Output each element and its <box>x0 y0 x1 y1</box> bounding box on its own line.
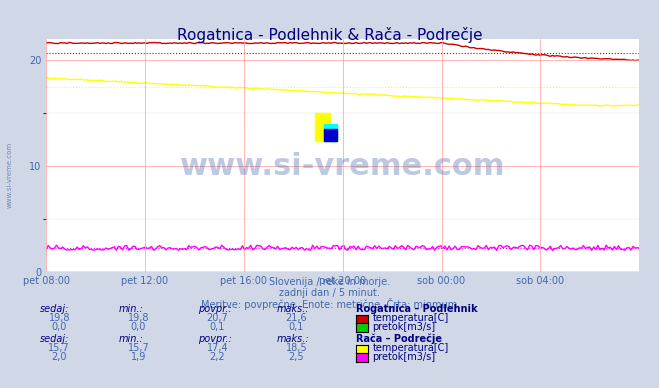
Text: 0,1: 0,1 <box>289 322 304 332</box>
Text: sedaj:: sedaj: <box>40 304 69 314</box>
Text: www.si-vreme.com: www.si-vreme.com <box>7 142 13 208</box>
Text: temperatura[C]: temperatura[C] <box>372 343 449 353</box>
Text: 2,5: 2,5 <box>289 352 304 362</box>
Bar <box>324 129 337 141</box>
Text: maks.:: maks.: <box>277 304 310 314</box>
Text: maks.:: maks.: <box>277 334 310 344</box>
Text: Rača – Podrečje: Rača – Podrečje <box>356 334 442 344</box>
Text: 19,8: 19,8 <box>128 313 149 323</box>
Text: 17,4: 17,4 <box>207 343 228 353</box>
Text: 0,0: 0,0 <box>130 322 146 332</box>
Text: sedaj:: sedaj: <box>40 334 69 344</box>
Text: temperatura[C]: temperatura[C] <box>372 313 449 323</box>
Text: 15,7: 15,7 <box>127 343 150 353</box>
Text: pretok[m3/s]: pretok[m3/s] <box>372 322 436 332</box>
Text: 2,2: 2,2 <box>210 352 225 362</box>
Bar <box>324 125 337 141</box>
Text: Slovenija / reke in morje.: Slovenija / reke in morje. <box>269 277 390 288</box>
Text: 2,0: 2,0 <box>51 352 67 362</box>
Text: pretok[m3/s]: pretok[m3/s] <box>372 352 436 362</box>
Text: 19,8: 19,8 <box>49 313 70 323</box>
Text: povpr.:: povpr.: <box>198 334 231 344</box>
Text: Meritve: povprečne  Enote: metrične  Črta: minmum: Meritve: povprečne Enote: metrične Črta:… <box>202 298 457 310</box>
Text: povpr.:: povpr.: <box>198 304 231 314</box>
Text: 1,9: 1,9 <box>130 352 146 362</box>
Text: 0,0: 0,0 <box>51 322 67 332</box>
Text: zadnji dan / 5 minut.: zadnji dan / 5 minut. <box>279 288 380 298</box>
Text: Rogatnica – Podlehnik: Rogatnica – Podlehnik <box>356 304 478 314</box>
Text: 18,5: 18,5 <box>286 343 307 353</box>
Bar <box>315 113 330 141</box>
Text: min.:: min.: <box>119 304 144 314</box>
Text: 21,6: 21,6 <box>286 313 307 323</box>
Text: 15,7: 15,7 <box>48 343 71 353</box>
Text: Rogatnica - Podlehnik & Rača - Podrečje: Rogatnica - Podlehnik & Rača - Podrečje <box>177 27 482 43</box>
Text: www.si-vreme.com: www.si-vreme.com <box>180 152 505 181</box>
Text: 0,1: 0,1 <box>210 322 225 332</box>
Text: min.:: min.: <box>119 334 144 344</box>
Text: 20,7: 20,7 <box>206 313 229 323</box>
